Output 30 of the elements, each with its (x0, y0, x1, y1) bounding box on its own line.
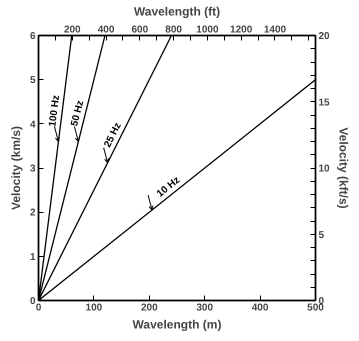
x2-tick-label: 600 (132, 24, 149, 36)
y2-axis-title: Velocity (kft/s) (336, 127, 351, 209)
x-axis-title: Wavelength (m) (132, 318, 222, 332)
x2-tick-label: 1200 (230, 24, 253, 36)
x-tick-label: 300 (196, 302, 214, 314)
y-tick-label: 1 (30, 252, 36, 263)
text: 10 Hz (154, 174, 182, 200)
y2-tick-label: 20 (318, 31, 330, 42)
y2-tick-label: 10 (318, 164, 330, 174)
y2-tick-label: 15 (318, 97, 330, 108)
y-tick-label: 6 (30, 31, 36, 42)
y-tick-label: 4 (30, 119, 36, 130)
x-tick-label: 500 (307, 302, 324, 314)
text: 50 Hz (69, 99, 86, 128)
y-axis-title: Velocity (km/s) (8, 126, 23, 210)
text: 100 Hz (47, 94, 62, 128)
legend-label: 25 Hz (102, 121, 124, 150)
y2-tick-label: 5 (318, 230, 324, 241)
x2-tick-label: 1400 (264, 24, 287, 36)
x-tick-label: 200 (140, 302, 158, 314)
y-tick-label: 3 (30, 164, 36, 174)
x2-tick-label: 400 (98, 24, 115, 36)
x2-axis-title: Wavelength (ft) (134, 4, 220, 18)
x2-tick-label: 200 (64, 24, 82, 36)
x-tick-label: 400 (252, 302, 269, 314)
x2-tick-label: 1000 (196, 24, 219, 36)
x-tick-label: 100 (86, 302, 103, 314)
y-tick-label: 5 (30, 75, 36, 86)
x2-tick-label: 800 (165, 24, 182, 36)
y-tick-label: 2 (30, 208, 36, 219)
